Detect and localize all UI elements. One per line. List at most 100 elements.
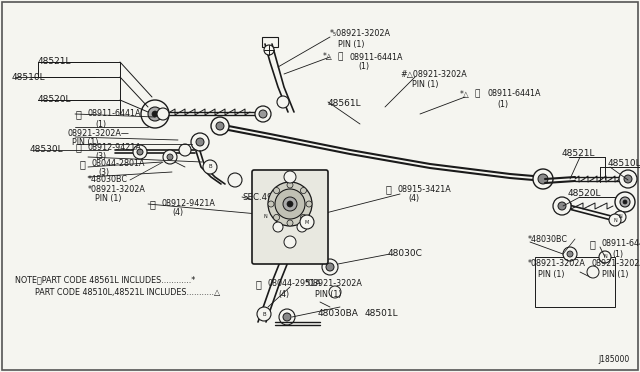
Text: (4): (4)	[278, 289, 289, 298]
Circle shape	[157, 108, 169, 120]
Circle shape	[141, 100, 169, 128]
Text: 08911-6441A: 08911-6441A	[88, 109, 141, 119]
Circle shape	[533, 169, 553, 189]
Circle shape	[326, 263, 334, 271]
Text: PIN (1): PIN (1)	[338, 39, 365, 48]
Circle shape	[268, 182, 312, 226]
Circle shape	[329, 286, 341, 298]
Text: *48030BC: *48030BC	[88, 176, 128, 185]
Text: SEC.492: SEC.492	[242, 192, 278, 202]
Circle shape	[279, 309, 295, 325]
Circle shape	[257, 307, 271, 321]
Circle shape	[133, 145, 147, 159]
Circle shape	[287, 182, 293, 188]
Text: NOTE）PART CODE 48561L INCLUDES............*: NOTE）PART CODE 48561L INCLUDES..........…	[15, 276, 195, 285]
Text: ⒲: ⒲	[79, 159, 85, 169]
Circle shape	[624, 175, 632, 183]
Text: (3): (3)	[98, 169, 109, 177]
Text: (4): (4)	[408, 195, 419, 203]
Text: N: N	[603, 254, 607, 260]
Text: ⓝ: ⓝ	[75, 109, 81, 119]
Text: *48030BC: *48030BC	[528, 234, 568, 244]
Text: ⓝ: ⓝ	[589, 239, 595, 249]
Circle shape	[609, 214, 621, 226]
Circle shape	[306, 201, 312, 207]
Text: 48520L: 48520L	[38, 96, 72, 105]
Text: PIN (1): PIN (1)	[412, 80, 438, 89]
Text: (4): (4)	[172, 208, 183, 218]
Circle shape	[273, 214, 280, 221]
Text: *△: *△	[323, 52, 333, 61]
Circle shape	[322, 259, 338, 275]
Text: 48030C: 48030C	[388, 250, 423, 259]
Text: 48521L: 48521L	[38, 58, 72, 67]
Text: (1): (1)	[358, 62, 369, 71]
FancyBboxPatch shape	[252, 170, 328, 264]
Circle shape	[152, 111, 158, 117]
Text: 08911-6441A: 08911-6441A	[350, 52, 403, 61]
Circle shape	[297, 222, 307, 232]
Circle shape	[196, 138, 204, 146]
Circle shape	[538, 174, 548, 184]
Circle shape	[258, 210, 272, 224]
Circle shape	[277, 96, 289, 108]
Circle shape	[620, 197, 630, 207]
Text: 08911-6441A: 08911-6441A	[487, 90, 541, 99]
Circle shape	[137, 149, 143, 155]
Text: 08921-3202A: 08921-3202A	[592, 260, 640, 269]
Circle shape	[148, 107, 162, 121]
Text: PIN (1): PIN (1)	[72, 138, 99, 147]
Text: 48521L: 48521L	[562, 150, 595, 158]
Text: B: B	[208, 164, 212, 170]
Circle shape	[300, 187, 307, 193]
Text: ⒲: ⒲	[255, 279, 261, 289]
Text: 48520L: 48520L	[568, 189, 602, 199]
Text: 08921-3202A—: 08921-3202A—	[68, 129, 130, 138]
Text: 08912-9421A: 08912-9421A	[88, 142, 142, 151]
Text: 48561L: 48561L	[328, 99, 362, 109]
Circle shape	[614, 211, 626, 223]
Text: *△: *△	[460, 90, 470, 99]
Text: *₅08921-3202A: *₅08921-3202A	[330, 29, 391, 38]
Circle shape	[216, 122, 224, 130]
Text: ⓝ: ⓝ	[474, 90, 480, 99]
Text: (1): (1)	[612, 250, 623, 259]
Circle shape	[623, 200, 627, 204]
Text: N: N	[263, 215, 267, 219]
Circle shape	[599, 251, 611, 263]
Circle shape	[283, 197, 297, 211]
Text: (1): (1)	[497, 99, 508, 109]
Text: 48510L: 48510L	[608, 160, 640, 169]
Text: ⓝ: ⓝ	[75, 142, 81, 152]
Circle shape	[273, 222, 283, 232]
Text: 08044-2801A: 08044-2801A	[92, 160, 145, 169]
Text: *08921-3202A: *08921-3202A	[88, 185, 146, 193]
Circle shape	[615, 192, 635, 212]
Bar	[262, 37, 278, 47]
Circle shape	[284, 171, 296, 183]
Text: PART CODE 48510L,48521L INCLUDES...........△: PART CODE 48510L,48521L INCLUDES........…	[35, 288, 220, 296]
Circle shape	[275, 189, 305, 219]
Bar	[535, 257, 615, 307]
Circle shape	[553, 197, 571, 215]
Circle shape	[179, 144, 191, 156]
Circle shape	[273, 187, 280, 193]
Circle shape	[228, 173, 242, 187]
Text: 48530L: 48530L	[30, 145, 63, 154]
Circle shape	[300, 214, 307, 221]
Circle shape	[567, 251, 573, 257]
Circle shape	[191, 133, 209, 151]
Circle shape	[587, 266, 599, 278]
Circle shape	[167, 154, 173, 160]
Circle shape	[619, 170, 637, 188]
Circle shape	[203, 160, 217, 174]
Text: ⓝ: ⓝ	[149, 199, 155, 209]
Text: (1): (1)	[95, 119, 106, 128]
Circle shape	[287, 220, 293, 226]
Text: 48510L: 48510L	[12, 73, 45, 81]
Text: #△08921-3202A: #△08921-3202A	[400, 70, 467, 78]
Text: PIN (1): PIN (1)	[538, 269, 564, 279]
Text: B: B	[262, 311, 266, 317]
Text: ⓝ: ⓝ	[337, 52, 342, 61]
Text: PIN (1): PIN (1)	[95, 193, 122, 202]
